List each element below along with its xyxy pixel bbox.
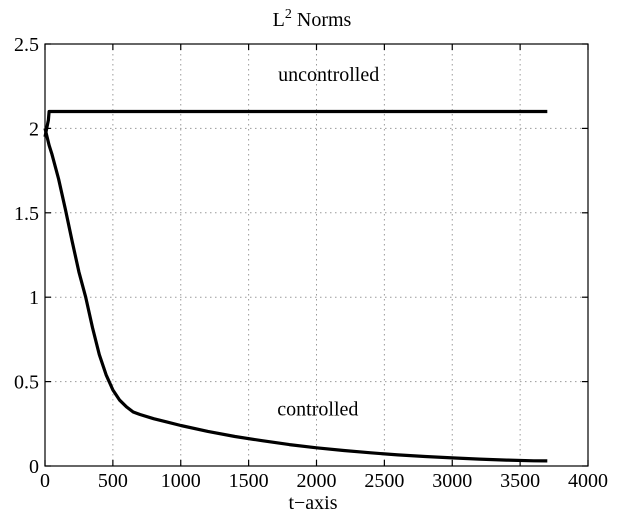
- tick-layer: [44, 43, 589, 467]
- uncontrolled-line: [43, 109, 548, 138]
- y-tick-label: 1.5: [14, 203, 39, 225]
- x-tick-label: 2000: [297, 470, 337, 492]
- y-tick-label: 1: [29, 287, 39, 309]
- x-tick-label: 3000: [432, 470, 472, 492]
- x-tick-label: 3500: [500, 470, 540, 492]
- chart-title: L2 Norms: [273, 7, 352, 31]
- x-tick-label: 500: [98, 470, 128, 492]
- x-axis-label: t−axis: [288, 492, 337, 514]
- title-base: L: [273, 9, 285, 31]
- x-tick-label: 1000: [161, 470, 201, 492]
- annotation-uncontrolled: uncontrolled: [278, 64, 379, 86]
- x-tick-label: 0: [40, 470, 50, 492]
- x-tick-label: 1500: [229, 470, 269, 492]
- label-layer: 0 500 1000 1500 2000 2500 3000 3500 4000 0 0.5 1 1.5…: [14, 34, 608, 492]
- y-tick-label: 0.5: [14, 372, 39, 394]
- controlled-line: [43, 128, 548, 463]
- title-superscript: 2: [285, 7, 292, 22]
- x-tick-label: 4000: [568, 470, 608, 492]
- annotation-controlled: controlled: [277, 398, 358, 420]
- y-tick-label: 0: [29, 456, 39, 478]
- grid-layer: [45, 44, 588, 466]
- y-tick-label: 2.5: [14, 34, 39, 56]
- y-tick-label: 2: [29, 118, 39, 140]
- title-rest: Norms: [292, 9, 352, 31]
- x-tick-label: 2500: [364, 470, 404, 492]
